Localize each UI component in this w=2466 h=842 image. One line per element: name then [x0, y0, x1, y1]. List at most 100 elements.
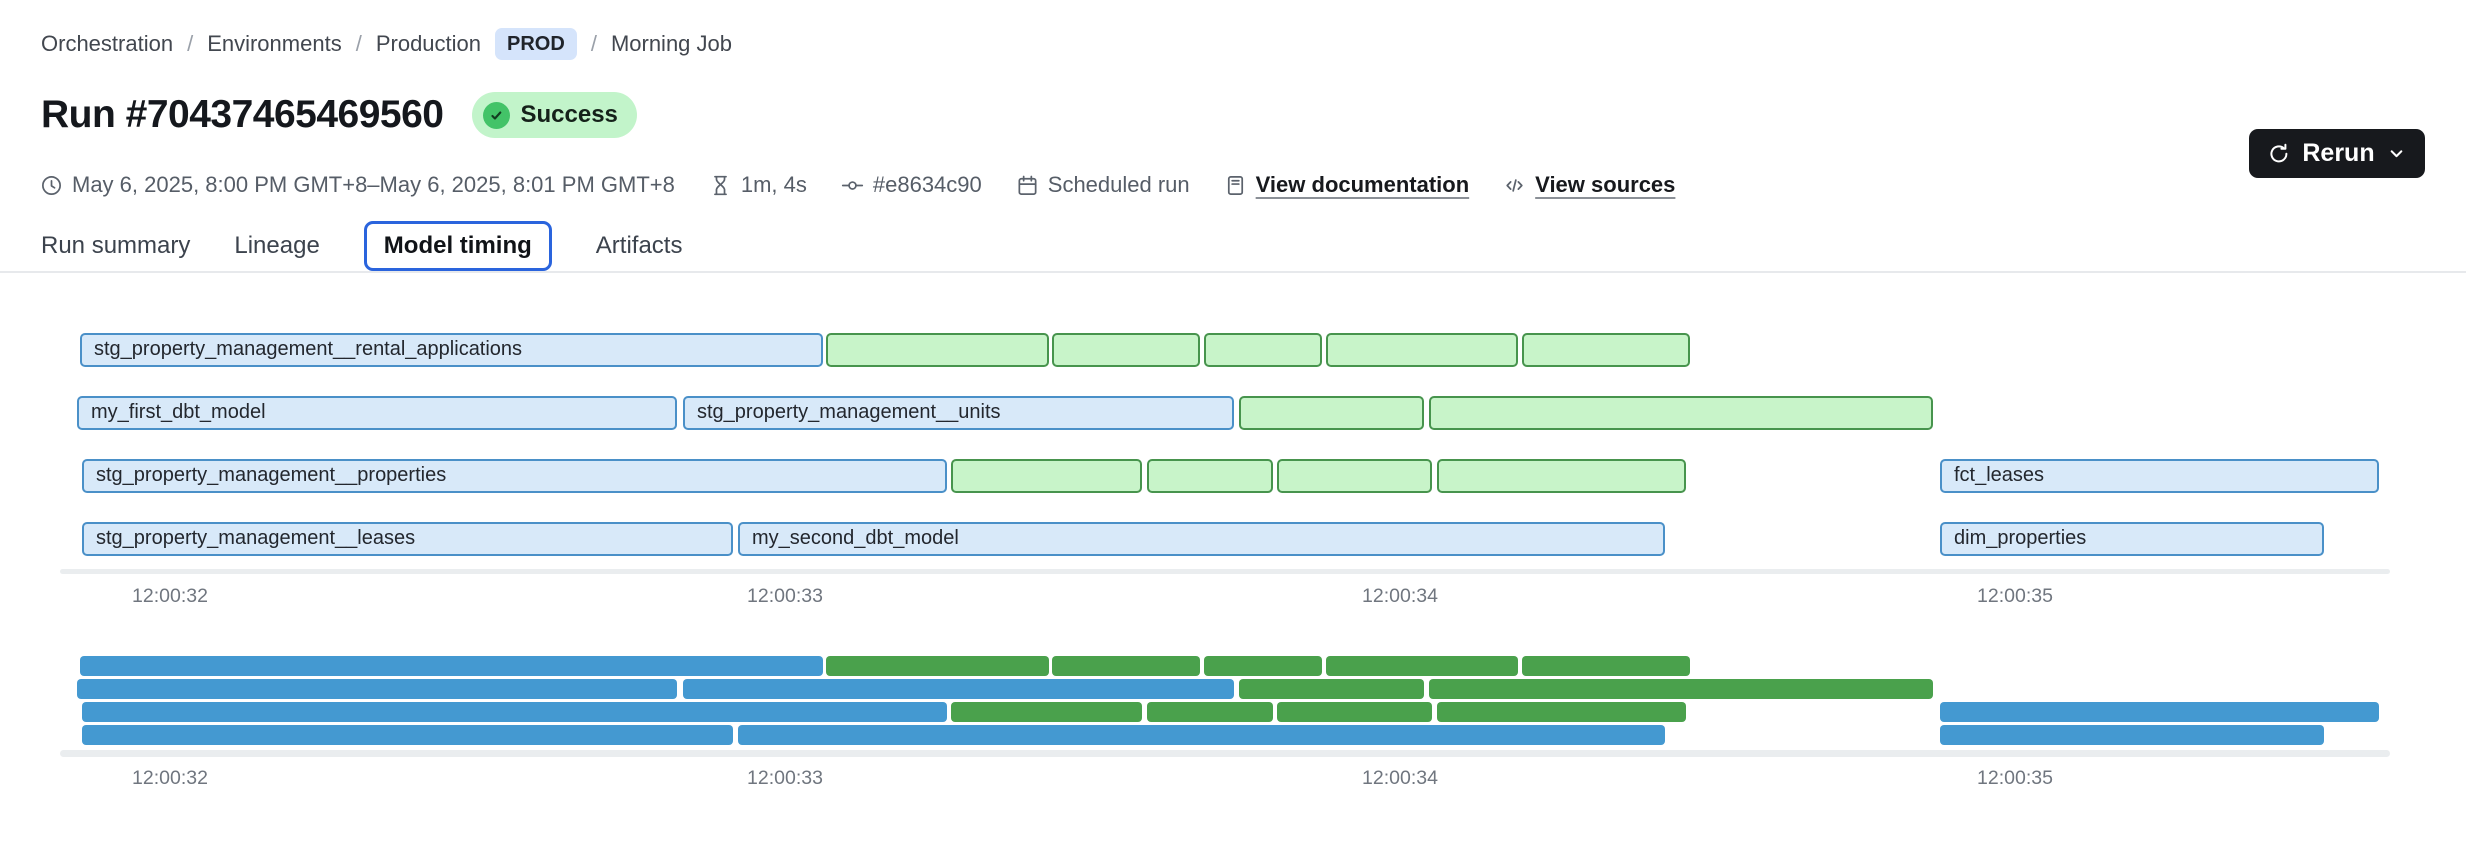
tab-artifacts[interactable]: Artifacts: [595, 231, 683, 259]
minimap-scroll-track: [60, 750, 2390, 757]
tab-bar: Run summary Lineage Model timing Artifac…: [0, 220, 2466, 273]
model-timing-minimap[interactable]: 12:00:32 12:00:33 12:00:34 12:00:35: [60, 656, 2390, 806]
meta-time-range-text: May 6, 2025, 8:00 PM GMT+8–May 6, 2025, …: [72, 172, 675, 197]
gantt-bar[interactable]: [1326, 333, 1518, 367]
gantt-bar-stg_property_management__rental_applications[interactable]: stg_property_management__rental_applicat…: [80, 333, 823, 367]
breadcrumb-environments[interactable]: Environments: [207, 31, 342, 56]
success-check-icon: [482, 101, 510, 129]
axis-tick-12:00:35: 12:00:35: [1977, 767, 2053, 789]
gantt-bar-label: my_second_dbt_model: [752, 527, 959, 549]
run-metadata: May 6, 2025, 8:00 PM GMT+8–May 6, 2025, …: [40, 172, 1675, 198]
meta-documentation: View documentation: [1224, 172, 1470, 198]
gantt-bar[interactable]: [1147, 702, 1273, 722]
title-row: Run #70437465469560 Success: [41, 92, 637, 138]
gantt-bar-label: stg_property_management__units: [697, 401, 1001, 423]
gantt-bar-my_first_dbt_model[interactable]: my_first_dbt_model: [77, 396, 677, 430]
gantt-bar[interactable]: [1429, 679, 1933, 699]
gantt-bar-stg_property_management__rental_applications[interactable]: [80, 656, 823, 676]
axis-tick-12:00:34: 12:00:34: [1362, 585, 1438, 607]
gantt-bar[interactable]: [951, 459, 1142, 493]
gantt-bar[interactable]: [826, 656, 1049, 676]
gantt-bar[interactable]: [1277, 702, 1432, 722]
breadcrumb-morning-job[interactable]: Morning Job: [610, 31, 733, 56]
gantt-bar-my_second_dbt_model[interactable]: [738, 725, 1665, 745]
axis-tick-12:00:33: 12:00:33: [747, 767, 823, 789]
gantt-bar-label: dim_properties: [1954, 527, 2087, 549]
meta-time-range: May 6, 2025, 8:00 PM GMT+8–May 6, 2025, …: [40, 172, 675, 198]
hourglass-icon: [713, 175, 727, 195]
git-commit-icon: [841, 180, 864, 190]
rerun-button[interactable]: Rerun: [2249, 129, 2425, 178]
gantt-bar-fct_leases[interactable]: [1940, 702, 2379, 722]
gantt-bar[interactable]: [1437, 702, 1686, 722]
gantt-bar-stg_property_management__leases[interactable]: stg_property_management__leases: [82, 522, 733, 556]
status-label: Success: [520, 101, 618, 128]
gantt-bar-label: stg_property_management__rental_applicat…: [94, 338, 523, 360]
axis-tick-12:00:35: 12:00:35: [1977, 585, 2053, 607]
view-documentation-link[interactable]: View documentation: [1255, 172, 1470, 197]
chevron-down-icon[interactable]: [2386, 143, 2407, 164]
gantt-bar[interactable]: [1239, 396, 1424, 430]
gantt-bar-fct_leases[interactable]: fct_leases: [1940, 459, 2379, 493]
tab-model-timing[interactable]: Model timing: [363, 220, 552, 271]
document-icon: [1227, 175, 1243, 195]
gantt-bar-label: stg_property_management__leases: [96, 527, 416, 549]
gantt-bar[interactable]: [1204, 656, 1322, 676]
breadcrumb-separator: /: [355, 31, 362, 56]
gantt-bar[interactable]: [1147, 459, 1273, 493]
gantt-bar[interactable]: [1437, 459, 1686, 493]
breadcrumb-orchestration[interactable]: Orchestration: [41, 31, 174, 56]
gantt-bar-stg_property_management__units[interactable]: stg_property_management__units: [683, 396, 1234, 430]
view-sources-link[interactable]: View sources: [1535, 172, 1676, 197]
meta-commit: #e8634c90: [841, 172, 982, 198]
gantt-bar[interactable]: [951, 702, 1142, 722]
code-icon: [1506, 178, 1523, 192]
gantt-bar[interactable]: [1052, 656, 1200, 676]
gantt-bar-label: stg_property_management__properties: [96, 464, 447, 486]
gantt-bar-label: fct_leases: [1954, 464, 2045, 486]
axis-tick-12:00:32: 12:00:32: [132, 585, 208, 607]
calendar-icon: [1018, 175, 1037, 195]
gantt-bar[interactable]: [1277, 459, 1432, 493]
gantt-bar-dim_properties[interactable]: [1940, 725, 2324, 745]
page-title: Run #70437465469560: [41, 93, 444, 136]
breadcrumb-separator: /: [187, 31, 194, 56]
gantt-bar-stg_property_management__leases[interactable]: [82, 725, 733, 745]
meta-duration-text: 1m, 4s: [740, 172, 807, 197]
axis-tick-12:00:33: 12:00:33: [747, 585, 823, 607]
gantt-bar[interactable]: [1204, 333, 1322, 367]
refresh-icon: [2270, 143, 2288, 162]
rerun-label: Rerun: [2302, 139, 2375, 167]
gantt-scroll-track: [60, 569, 2390, 574]
gantt-bar-stg_property_management__properties[interactable]: [82, 702, 947, 722]
gantt-bar-my_second_dbt_model[interactable]: my_second_dbt_model: [738, 522, 1665, 556]
breadcrumb: Orchestration / Environments / Productio…: [41, 28, 732, 60]
gantt-bar-my_first_dbt_model[interactable]: [77, 679, 677, 699]
clock-icon: [42, 175, 61, 195]
gantt-bar-label: my_first_dbt_model: [91, 401, 266, 423]
environment-badge: PROD: [495, 28, 577, 60]
meta-trigger: Scheduled run: [1016, 172, 1190, 198]
status-badge: Success: [471, 92, 637, 138]
tab-run-summary[interactable]: Run summary: [41, 231, 191, 259]
model-timing-gantt: stg_property_management__rental_applicat…: [60, 333, 2390, 618]
meta-commit-text: #e8634c90: [872, 172, 982, 197]
gantt-bar-dim_properties[interactable]: dim_properties: [1940, 522, 2324, 556]
gantt-bar-stg_property_management__properties[interactable]: stg_property_management__properties: [82, 459, 947, 493]
gantt-bar-stg_property_management__units[interactable]: [683, 679, 1234, 699]
breadcrumb-separator: /: [590, 31, 597, 56]
gantt-bar[interactable]: [1326, 656, 1518, 676]
gantt-bar[interactable]: [1239, 679, 1424, 699]
tab-lineage[interactable]: Lineage: [234, 231, 320, 259]
breadcrumb-production[interactable]: Production: [375, 31, 482, 56]
gantt-bar[interactable]: [1522, 656, 1690, 676]
meta-duration: 1m, 4s: [709, 172, 807, 198]
meta-trigger-text: Scheduled run: [1047, 172, 1190, 197]
meta-sources: View sources: [1503, 172, 1675, 198]
gantt-bar[interactable]: [1429, 396, 1933, 430]
axis-tick-12:00:32: 12:00:32: [132, 767, 208, 789]
gantt-bar[interactable]: [1052, 333, 1200, 367]
gantt-bar[interactable]: [826, 333, 1049, 367]
axis-tick-12:00:34: 12:00:34: [1362, 767, 1438, 789]
gantt-bar[interactable]: [1522, 333, 1690, 367]
